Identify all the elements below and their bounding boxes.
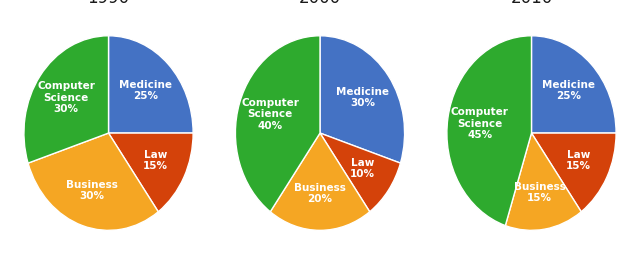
Text: Computer
Science
45%: Computer Science 45%	[451, 107, 509, 140]
Text: Law
15%: Law 15%	[143, 150, 168, 171]
Text: Business
30%: Business 30%	[67, 180, 118, 201]
Wedge shape	[320, 133, 401, 212]
Wedge shape	[320, 36, 404, 163]
Wedge shape	[28, 133, 158, 230]
Text: Medicine
30%: Medicine 30%	[336, 87, 389, 108]
Title: 2010: 2010	[510, 0, 552, 7]
Text: Law
10%: Law 10%	[350, 158, 375, 179]
Wedge shape	[109, 133, 193, 212]
Text: Business
15%: Business 15%	[514, 182, 566, 203]
Text: Law
15%: Law 15%	[566, 150, 591, 171]
Text: Medicine
25%: Medicine 25%	[119, 80, 172, 101]
Wedge shape	[447, 36, 531, 226]
Text: Computer
Science
40%: Computer Science 40%	[241, 98, 299, 131]
Wedge shape	[24, 36, 109, 163]
Title: 1990: 1990	[88, 0, 129, 7]
Text: Business
20%: Business 20%	[294, 183, 346, 204]
Wedge shape	[236, 36, 320, 212]
Wedge shape	[270, 133, 370, 230]
Wedge shape	[531, 133, 616, 212]
Text: Medicine
25%: Medicine 25%	[542, 80, 595, 101]
Text: Computer
Science
30%: Computer Science 30%	[37, 81, 95, 114]
Title: 2000: 2000	[299, 0, 341, 7]
Wedge shape	[531, 36, 616, 133]
Wedge shape	[506, 133, 581, 230]
Wedge shape	[109, 36, 193, 133]
